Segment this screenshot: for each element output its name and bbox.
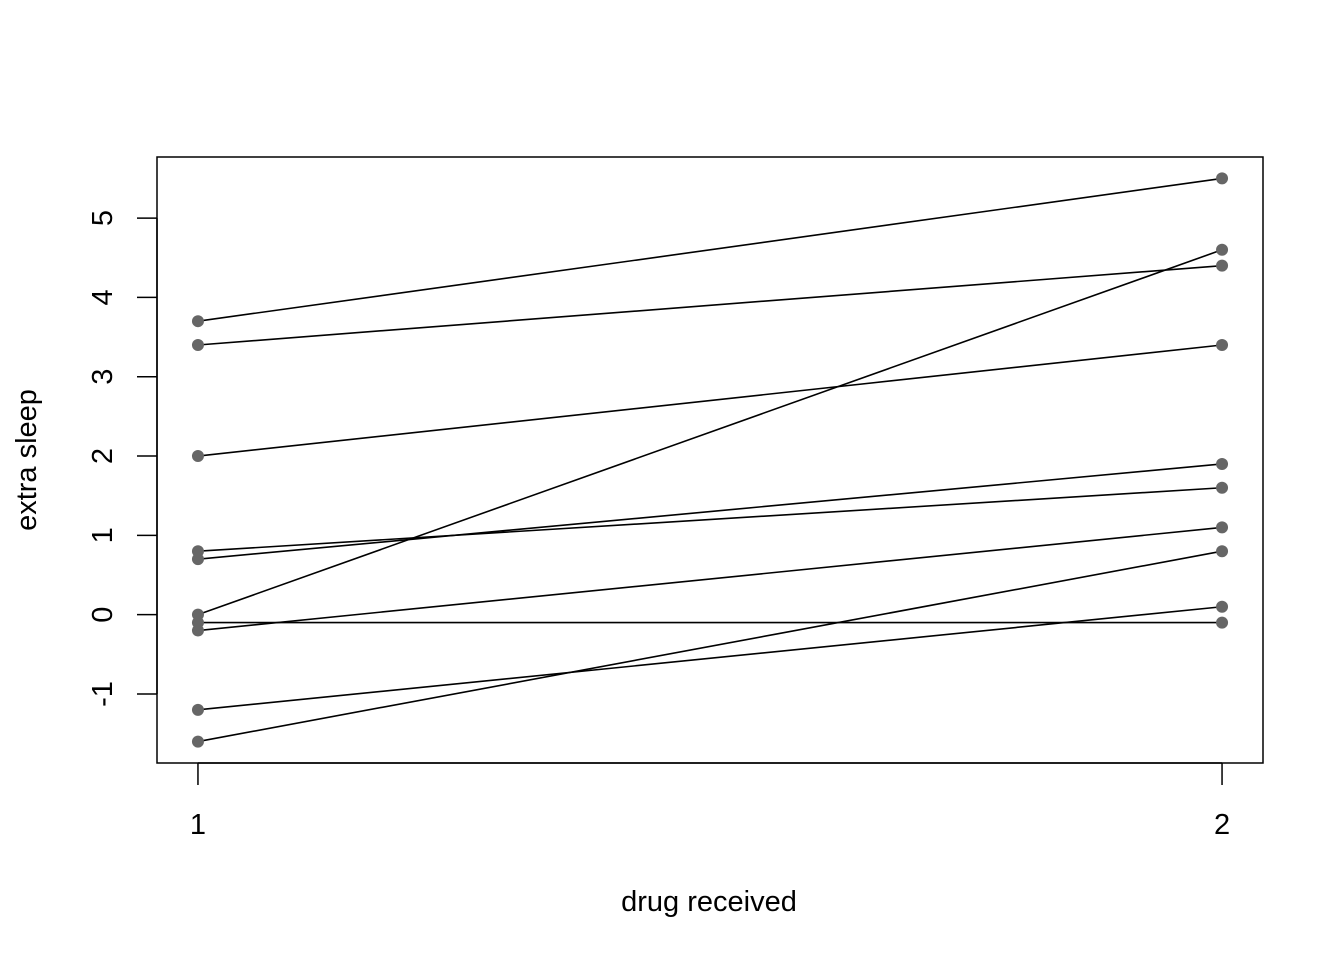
series-line-7 — [197, 177, 1223, 322]
data-point-9-2 — [1216, 243, 1229, 256]
data-point-5-2 — [1216, 616, 1229, 629]
series-line-3 — [197, 526, 1223, 632]
y-tick-label: -1 — [87, 681, 119, 707]
data-point-9-1 — [191, 608, 204, 621]
y-tick-label: 5 — [87, 210, 119, 226]
y-tick-label: 3 — [87, 369, 119, 385]
y-axis-label: extra sleep — [11, 389, 43, 531]
series-line-2 — [197, 550, 1223, 743]
data-point-6-1 — [191, 338, 204, 351]
plot-frame — [156, 156, 1264, 764]
data-point-8-1 — [191, 545, 204, 558]
x-tick-label: 2 — [1214, 809, 1230, 841]
data-point-2-1 — [191, 735, 204, 748]
data-point-10-2 — [1216, 338, 1229, 351]
y-tick-label: 2 — [87, 448, 119, 464]
data-point-4-2 — [1216, 600, 1229, 613]
data-point-10-1 — [191, 450, 204, 463]
y-axis: -1 0 1 2 3 4 5 — [87, 210, 158, 707]
series-line-10 — [197, 344, 1223, 457]
data-point-1-2 — [1216, 457, 1229, 470]
x-tick-label: 1 — [190, 809, 206, 841]
y-tick-label: 1 — [87, 527, 119, 543]
series-points — [191, 172, 1229, 748]
series-line-8 — [197, 486, 1223, 553]
data-point-3-2 — [1216, 521, 1229, 534]
data-point-4-1 — [191, 703, 204, 716]
x-axis-label: drug received — [621, 886, 797, 918]
series-line-6 — [197, 264, 1223, 346]
data-point-7-1 — [191, 315, 204, 328]
series-line-1 — [197, 463, 1223, 560]
data-point-6-2 — [1216, 259, 1229, 272]
data-point-7-2 — [1216, 172, 1229, 185]
series-line-9 — [197, 249, 1223, 616]
series-line-4 — [197, 605, 1223, 711]
data-point-2-2 — [1216, 545, 1229, 558]
y-tick-label: 0 — [87, 607, 119, 623]
data-point-8-2 — [1216, 481, 1229, 494]
series-lines — [197, 177, 1223, 743]
y-tick-label: 4 — [87, 289, 119, 305]
